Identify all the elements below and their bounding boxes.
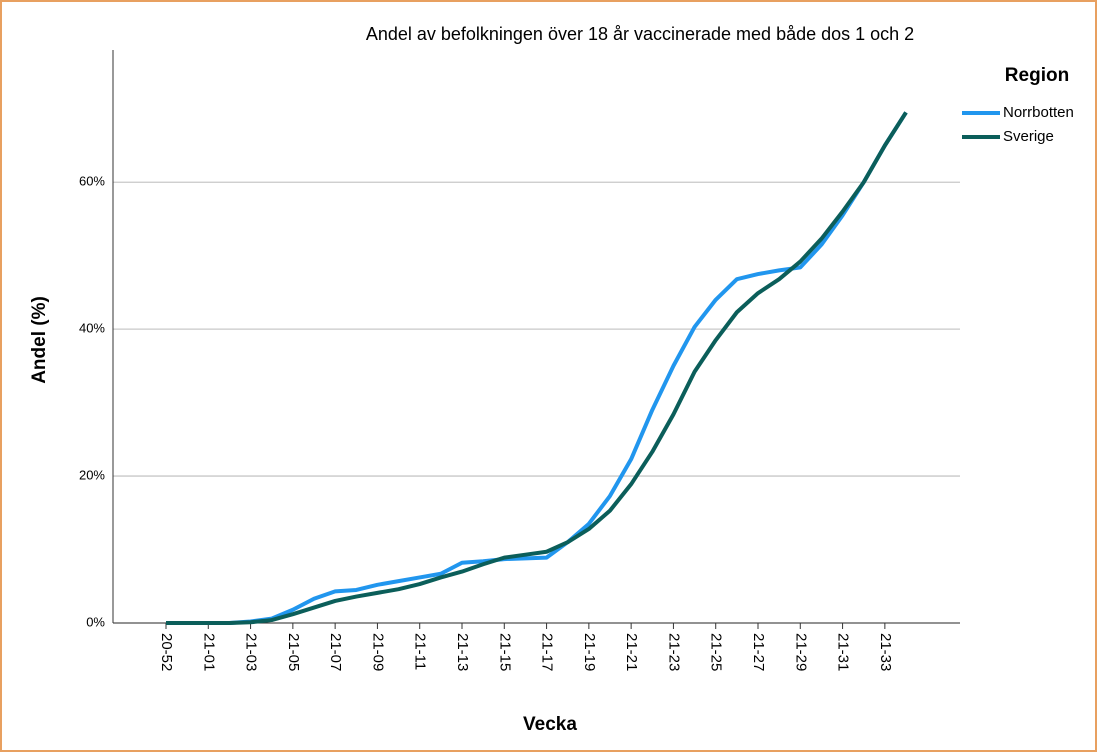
y-axis-title: Andel (%) [29, 296, 50, 384]
x-tick-label: 21-09 [369, 633, 386, 671]
series-line [166, 111, 908, 625]
x-tick-label: 21-23 [665, 633, 682, 671]
x-tick-label: 21-27 [750, 633, 767, 671]
x-tick-label: 21-31 [835, 633, 852, 671]
y-tick-label: 0% [86, 614, 105, 629]
x-tick-label: 21-03 [243, 633, 260, 671]
x-tick-label: 21-05 [285, 633, 302, 671]
x-tick-label: 21-19 [581, 633, 598, 671]
x-tick-label: 20-52 [158, 633, 175, 671]
chart-title: Andel av befolkningen över 18 år vaccine… [366, 24, 914, 44]
x-axis-title: Vecka [523, 714, 577, 735]
x-tick-label: 21-29 [792, 633, 809, 671]
x-tick-label: 21-07 [327, 633, 344, 671]
legend-title: Region [1005, 65, 1069, 86]
x-tick-label: 21-11 [412, 633, 429, 670]
y-tick-label: 20% [79, 468, 105, 483]
x-tick-label: 21-01 [200, 633, 217, 671]
x-tick-label: 21-21 [623, 633, 640, 671]
y-tick-label: 60% [79, 174, 105, 189]
x-tick-label: 21-13 [454, 633, 471, 671]
legend-label: Norrbotten [1003, 104, 1074, 121]
x-tick-label: 21-25 [708, 633, 725, 671]
series-line [166, 111, 908, 625]
legend-label: Sverige [1003, 128, 1054, 145]
x-tick-label: 21-33 [877, 633, 894, 671]
y-tick-label: 40% [79, 321, 105, 336]
x-tick-label: 21-17 [539, 633, 556, 671]
x-tick-label: 21-15 [496, 633, 513, 671]
